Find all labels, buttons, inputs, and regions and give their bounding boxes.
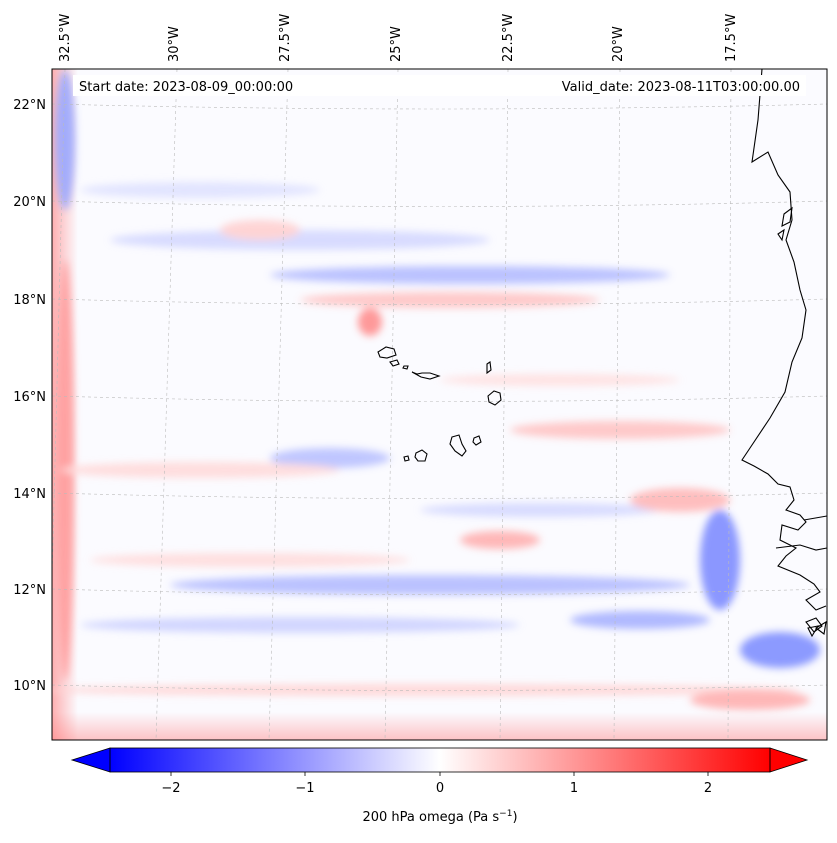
island-north	[781, 206, 793, 227]
africa-coastline	[741, 69, 827, 611]
colorbar-gradient	[110, 748, 770, 772]
cape-verde-boa-vista	[487, 390, 502, 406]
cape-verde-sao-vicente	[389, 359, 400, 367]
colorbar-min-extend	[70, 747, 111, 773]
africa-coast-inlet	[775, 544, 827, 551]
lon-label: 25°W	[389, 26, 404, 62]
map-frame	[51, 68, 828, 741]
lat-label: 22°N	[13, 98, 46, 113]
cape-verde-sao-nicolau	[411, 371, 441, 380]
cape-verde-santa-luzia	[402, 365, 409, 370]
island-mid	[777, 228, 785, 242]
colorbar-max-extend	[769, 747, 809, 773]
latitude-labels: 22°N 20°N 18°N 16°N 14°N 12°N 10°N	[13, 98, 46, 694]
coastal-island-1	[805, 617, 823, 633]
lon-label: 32.5°W	[58, 14, 73, 62]
lat-label: 14°N	[13, 487, 46, 502]
colorbar-tick-label: −2	[161, 781, 180, 796]
lon-label: 30°W	[167, 26, 182, 62]
cape-verde-sal	[486, 361, 492, 375]
date-header-strip	[73, 75, 806, 96]
graticule	[52, 69, 827, 740]
coastline	[377, 69, 827, 638]
colorbar-tick-label: 1	[570, 781, 578, 796]
lon-label: 17.5°W	[724, 14, 739, 62]
cape-verde-brava	[403, 455, 410, 462]
start-date-label: Start date: 2023-08-09_00:00:00	[79, 80, 293, 95]
colorbar-tick-label: −1	[295, 781, 314, 796]
lon-label: 20°W	[611, 26, 626, 62]
river-mouth	[803, 515, 827, 521]
lon-label: 22.5°W	[501, 14, 516, 62]
longitude-labels: 32.5°W 30°W 27.5°W 25°W 22.5°W 20°W 17.5…	[58, 14, 739, 62]
valid-date-label: Valid_date: 2023-08-11T03:00:00.00	[562, 80, 800, 95]
lat-label: 16°N	[13, 390, 46, 405]
lat-label: 10°N	[13, 679, 46, 694]
colorbar: −2 −1 0 1 2 200 hPa omega (Pa s−1)	[70, 747, 809, 825]
lon-label: 27.5°W	[278, 14, 293, 62]
cape-verde-maio	[472, 435, 482, 446]
lat-label: 18°N	[13, 293, 46, 308]
coastal-island-2	[807, 625, 820, 638]
lat-label: 20°N	[13, 195, 46, 210]
colorbar-tick-label: 2	[704, 781, 712, 796]
cape-verde-santiago	[449, 434, 467, 457]
lat-label: 12°N	[13, 583, 46, 598]
coastal-island-3	[815, 620, 827, 635]
colorbar-tick-label: 0	[436, 781, 444, 796]
omega-field: Start date: 2023-08-09_00:00:00 Valid_da…	[52, 69, 827, 740]
cape-verde-fogo	[414, 449, 428, 462]
cape-verde-santo-antao	[377, 346, 397, 359]
colorbar-label: 200 hPa omega (Pa s−1)	[362, 809, 517, 825]
